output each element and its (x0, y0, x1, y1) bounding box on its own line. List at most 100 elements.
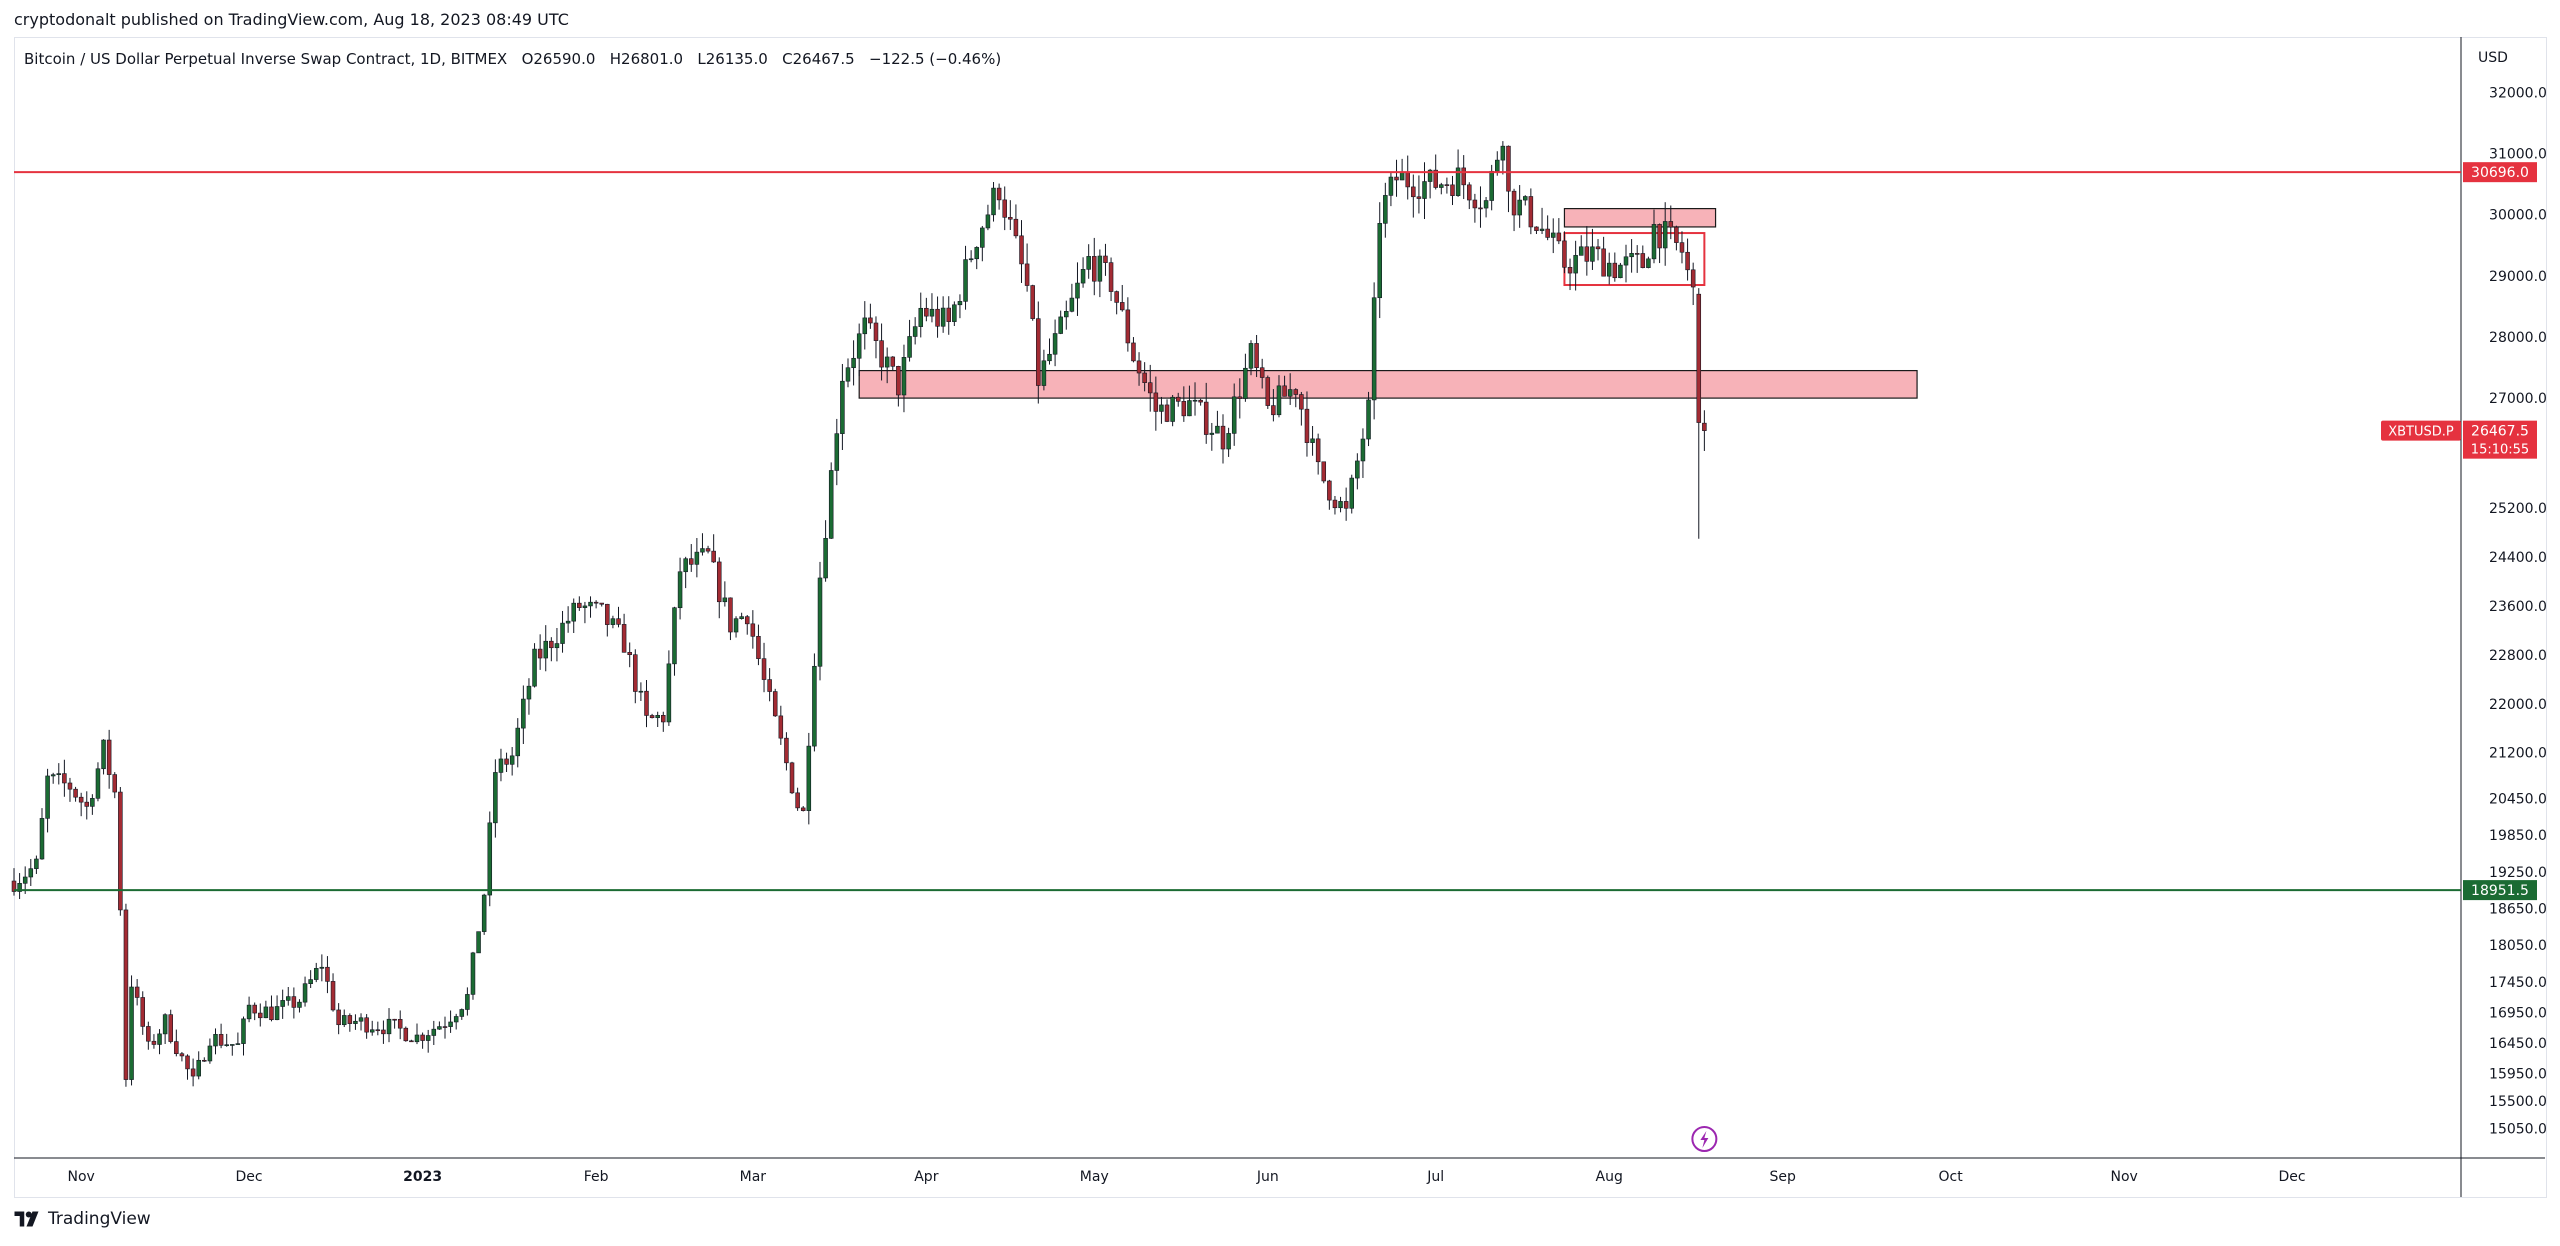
candle-body (414, 1034, 420, 1043)
candle-body (1097, 255, 1103, 282)
countdown-label: 15:10:55 (2471, 443, 2529, 458)
x-tick-label: Dec (2279, 1169, 2306, 1185)
candle-body (459, 1009, 465, 1017)
candle-body (1528, 196, 1534, 228)
zone-rect-1[interactable] (1563, 207, 1717, 228)
candle-body (1187, 400, 1192, 417)
candle-body (1399, 172, 1405, 181)
candle-body (218, 1034, 224, 1046)
candle-body (146, 1026, 151, 1042)
candle-body (739, 616, 744, 619)
y-tick-label: 21200.0 (2489, 746, 2547, 762)
candle-body (1489, 170, 1494, 201)
candle-body (1142, 372, 1147, 383)
candle-body (1271, 405, 1276, 416)
candle-body (151, 1040, 157, 1045)
ohlc-low: L26135.0 (697, 50, 768, 68)
candle-body (252, 1004, 257, 1014)
candle-body (22, 876, 28, 884)
candle-body (297, 1001, 302, 1008)
candle-body (1343, 501, 1349, 509)
candle-body (784, 737, 789, 764)
candle-body (112, 774, 118, 793)
symbol-legend[interactable]: Bitcoin / US Dollar Perpetual Inverse Sw… (24, 50, 1001, 68)
candle-body (258, 1012, 263, 1019)
candle-body (84, 801, 90, 807)
candle-body (1517, 199, 1522, 216)
candle-body (1147, 382, 1153, 394)
candle-body (291, 996, 297, 1008)
candle-body (1114, 291, 1119, 303)
candle-body (873, 322, 879, 341)
candle-body (369, 1029, 375, 1033)
candle-body (610, 618, 616, 625)
candle-body (1203, 401, 1209, 435)
candle-body (11, 880, 17, 892)
currency-label[interactable]: USD (2478, 50, 2508, 66)
candle-body (532, 648, 537, 687)
candle-body (330, 981, 336, 1011)
candle-body (1578, 246, 1584, 256)
candle-body (554, 643, 560, 649)
y-tick-label: 15500.0 (2489, 1094, 2547, 1110)
x-tick-label: Jun (1256, 1169, 1279, 1185)
candle-body (1276, 385, 1282, 416)
candle-body (1427, 169, 1433, 182)
candle-body (974, 247, 979, 260)
y-tick-label: 25200.0 (2489, 501, 2547, 517)
candle-body (375, 1029, 381, 1032)
candle-body (593, 601, 599, 604)
candle-body (95, 768, 101, 799)
zone-rect-0[interactable] (858, 369, 1918, 399)
candle-body (1041, 360, 1047, 386)
candle-body (118, 791, 123, 911)
candle-body (397, 1019, 403, 1029)
candle-body (1299, 394, 1304, 410)
candle-body (381, 1029, 386, 1035)
candle-body (1164, 404, 1170, 422)
candle-body (806, 745, 812, 811)
candle-body (1192, 399, 1198, 402)
candle-body (605, 603, 610, 625)
candle-body (907, 336, 912, 358)
candle-body (689, 558, 694, 565)
candle-body (761, 658, 767, 680)
candle-body (996, 187, 1002, 201)
candle-body (101, 739, 106, 770)
candle-body (834, 433, 840, 471)
candle-body (1170, 396, 1175, 422)
ohlc-open: O26590.0 (521, 50, 596, 68)
candle-body (1243, 367, 1248, 399)
candle-body (1623, 256, 1629, 266)
candle-body (437, 1026, 442, 1030)
candle-body (274, 1006, 280, 1021)
candle-body (1550, 232, 1556, 238)
footer-brand[interactable]: TradingView (14, 1209, 151, 1229)
candle-body (1198, 399, 1203, 403)
candle-body (157, 1033, 162, 1045)
candle-body (1175, 396, 1181, 402)
candle-body (481, 894, 487, 932)
candle-body (341, 1015, 347, 1026)
candle-body (62, 773, 67, 784)
candle-body (940, 307, 946, 327)
ohlc-close: C26467.5 (782, 50, 855, 68)
candle-body (1662, 221, 1668, 249)
ohlc-high: H26801.0 (609, 50, 684, 68)
candle-body (1685, 251, 1690, 271)
price-label-0: 30696.0 (2471, 165, 2529, 181)
candle-body (1103, 255, 1108, 263)
candle-body (840, 380, 845, 434)
candle-body (1002, 199, 1007, 218)
candle-body (498, 758, 504, 773)
candle-body (1377, 223, 1382, 299)
y-tick-label: 32000.0 (2489, 85, 2547, 101)
candle-body (1595, 246, 1601, 250)
candle-body (912, 326, 918, 337)
candle-body (1651, 224, 1657, 260)
y-tick-label: 18050.0 (2489, 938, 2547, 954)
candle-body (1500, 145, 1506, 161)
candle-body (1472, 199, 1478, 209)
candle-body (207, 1045, 213, 1062)
